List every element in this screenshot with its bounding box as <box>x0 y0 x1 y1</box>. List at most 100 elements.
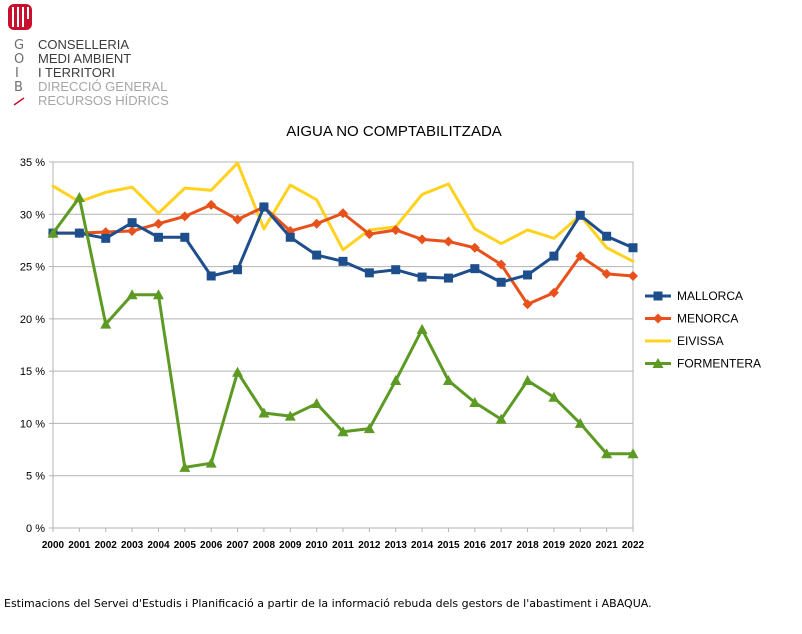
legend-marker-formentera <box>652 358 664 368</box>
org-line-4: DIRECCIÓ GENERAL <box>38 79 167 94</box>
data-point-menorca <box>153 218 164 229</box>
y-tick-label: 25 % <box>20 262 45 274</box>
data-point-menorca <box>575 251 586 262</box>
data-point-mallorca <box>101 233 111 243</box>
data-point-menorca <box>601 268 612 279</box>
x-tick-label: 2014 <box>411 540 434 551</box>
y-tick-label: 20 % <box>20 314 45 326</box>
goib-letter-b: B <box>14 80 23 95</box>
series-line-mallorca <box>51 205 635 284</box>
legend-label-eivissa: EIVISSA <box>677 334 724 348</box>
data-point-formentera <box>73 192 85 203</box>
x-tick-label: 2015 <box>437 540 460 551</box>
legend-label-formentera: FORMENTERA <box>677 357 761 371</box>
data-point-menorca <box>548 287 559 298</box>
legend-label-mallorca: MALLORCA <box>677 289 743 303</box>
data-point-menorca <box>390 224 401 235</box>
data-point-formentera <box>442 375 454 386</box>
goib-letter-g: G <box>14 38 24 53</box>
data-point-menorca <box>232 214 243 225</box>
series-line-eivissa <box>51 161 635 263</box>
y-tick-label: 5 % <box>26 471 45 483</box>
y-tick-label: 30 % <box>20 209 45 221</box>
series-line-menorca <box>51 203 635 306</box>
series-eivissa <box>51 161 635 263</box>
series-formentera <box>47 192 639 472</box>
data-point-mallorca <box>233 265 243 275</box>
x-tick-label: 2021 <box>596 540 619 551</box>
data-point-mallorca <box>153 232 163 242</box>
data-point-menorca <box>496 259 507 270</box>
data-point-formentera <box>574 417 586 428</box>
x-tick-label: 2019 <box>543 540 566 551</box>
data-point-mallorca <box>549 251 559 261</box>
x-tick-label: 2022 <box>622 540 645 551</box>
data-point-menorca <box>311 218 322 229</box>
y-tick-label: 35 % <box>20 157 45 169</box>
legend-marker-menorca <box>653 313 663 324</box>
data-point-formentera <box>337 426 349 437</box>
data-point-menorca <box>206 199 217 210</box>
goib-emblem-icon <box>8 4 32 30</box>
goib-letter-o: O <box>14 52 24 67</box>
data-point-mallorca <box>180 232 190 242</box>
data-point-mallorca <box>496 277 506 287</box>
x-tick-label: 2001 <box>68 540 91 551</box>
data-point-mallorca <box>312 250 322 260</box>
data-point-formentera <box>548 391 560 402</box>
y-axis: 0 % 5 % 10 % 15 % 20 % 25 % 30 % 35 % <box>20 157 53 535</box>
data-point-mallorca <box>74 228 84 238</box>
data-point-mallorca <box>338 256 348 266</box>
data-point-formentera <box>495 413 507 424</box>
legend-marker-mallorca <box>653 291 663 301</box>
data-point-menorca <box>364 229 375 240</box>
org-line-1: CONSELLERIA <box>38 37 129 52</box>
data-point-formentera <box>205 457 217 468</box>
data-point-mallorca <box>364 268 374 278</box>
data-point-menorca <box>338 208 348 219</box>
x-tick-label: 2013 <box>385 540 408 551</box>
data-point-menorca <box>469 242 480 253</box>
x-tick-label: 2004 <box>147 540 170 551</box>
data-point-formentera <box>416 323 428 334</box>
data-point-mallorca <box>259 202 269 212</box>
data-point-mallorca <box>602 231 612 241</box>
x-tick-label: 2006 <box>200 540 223 551</box>
chart-title: AIGUA NO COMPTABILITZADA <box>286 123 502 140</box>
data-point-formentera <box>152 289 164 300</box>
legend: MALLORCA MENORCA EIVISSA FORMENTERA <box>645 289 761 371</box>
line-chart: AIGUA NO COMPTABILITZADA 0 % 5 % 10 % 15 % 2… <box>20 123 761 551</box>
x-tick-label: 2005 <box>174 540 197 551</box>
y-tick-label: 0 % <box>26 523 45 535</box>
org-line-2: MEDI AMBIENT <box>38 51 131 66</box>
goib-logo: G O I B CONSELLERIA MEDI AMBIENT I TERRI… <box>8 4 169 108</box>
data-point-menorca <box>285 226 296 237</box>
x-tick-label: 2009 <box>279 540 302 551</box>
source-note: Estimacions del Servei d'Estudis i Plani… <box>4 597 652 610</box>
x-tick-label: 2018 <box>516 540 539 551</box>
y-tick-label: 15 % <box>20 366 45 378</box>
data-point-mallorca <box>628 243 638 253</box>
data-point-menorca <box>417 234 428 245</box>
x-tick-label: 2007 <box>226 540 249 551</box>
series-mallorca <box>48 202 638 287</box>
legend-label-menorca: MENORCA <box>677 312 738 326</box>
data-point-mallorca <box>575 210 585 220</box>
data-point-menorca <box>127 226 138 237</box>
y-tick-label: 10 % <box>20 418 45 430</box>
data-point-formentera <box>469 397 481 408</box>
data-point-menorca <box>443 236 454 247</box>
data-point-menorca <box>628 270 638 281</box>
data-point-mallorca <box>523 270 533 280</box>
x-tick-label: 2016 <box>464 540 487 551</box>
x-tick-label: 2003 <box>121 540 144 551</box>
data-point-formentera <box>390 375 402 386</box>
data-point-mallorca <box>391 265 401 275</box>
data-point-formentera <box>311 398 323 409</box>
data-point-formentera <box>601 448 613 459</box>
series-lines <box>47 161 639 472</box>
x-tick-label: 2002 <box>95 540 118 551</box>
data-point-menorca <box>522 299 533 310</box>
data-point-menorca <box>179 211 190 222</box>
data-point-formentera <box>126 289 138 300</box>
